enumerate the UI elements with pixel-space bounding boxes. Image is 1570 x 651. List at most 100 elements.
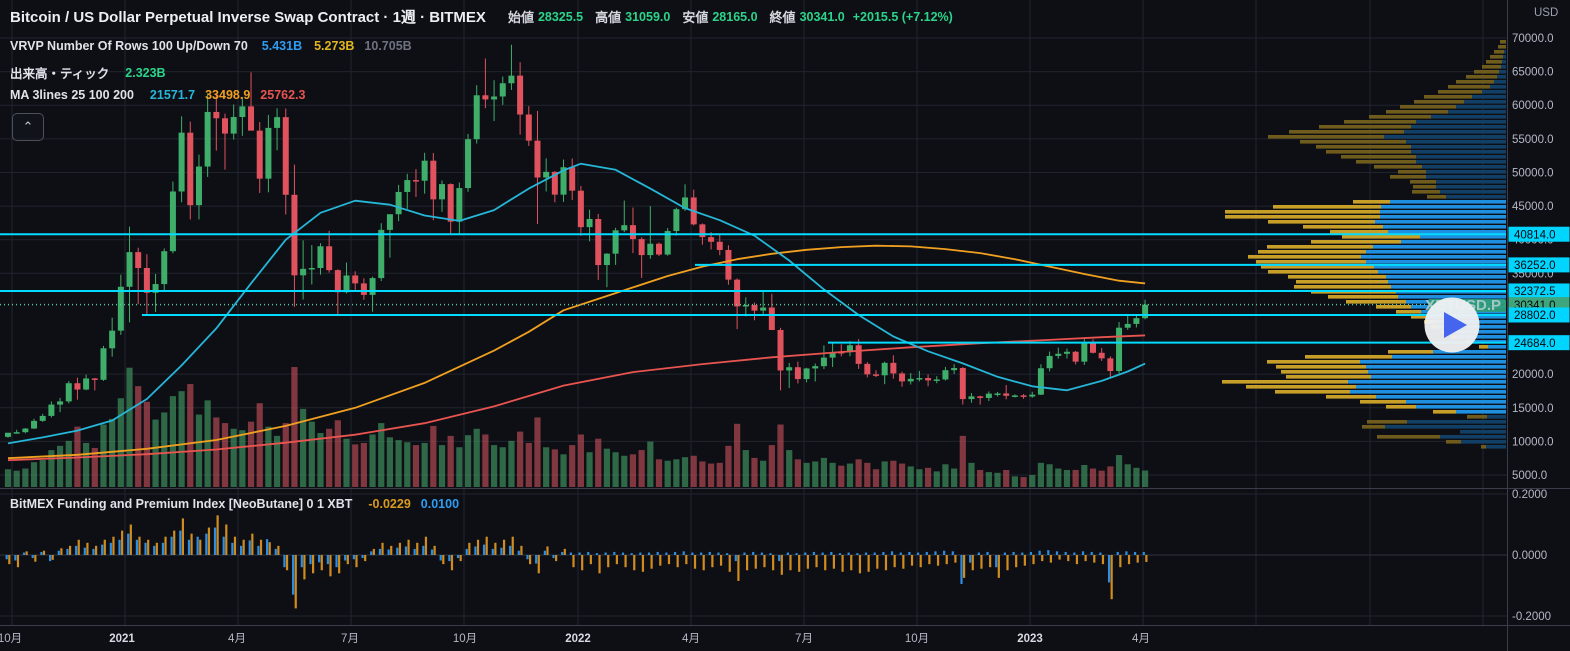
funding-bar [147, 539, 150, 555]
funding-bar [876, 555, 879, 569]
candle [13, 432, 20, 434]
funding-bar [1067, 555, 1070, 562]
funding-bar [717, 552, 720, 555]
volume-bar [204, 400, 211, 487]
funding-bar [468, 542, 471, 555]
candle [491, 96, 498, 100]
candle [595, 218, 602, 266]
candle [985, 393, 992, 398]
volume-bar [760, 460, 767, 487]
funding-bar [902, 555, 905, 569]
funding-bar [266, 539, 269, 555]
funding-bar [754, 555, 757, 569]
funding-bar [456, 555, 460, 559]
price-tick-label: 50000.0 [1512, 167, 1554, 179]
funding-bar [326, 555, 329, 565]
candle [100, 348, 107, 380]
candle [820, 357, 827, 367]
funding-bar [422, 545, 425, 555]
funding-bar [68, 545, 72, 555]
candle [543, 171, 550, 178]
volume-bar [560, 454, 567, 487]
funding-histogram[interactable] [0, 515, 1507, 609]
volume-bar [438, 445, 446, 487]
volume-bar [1141, 470, 1149, 487]
candlestick-series[interactable] [5, 44, 1149, 438]
candle [1098, 352, 1105, 359]
funding-bar [127, 533, 130, 555]
funding-bar [49, 555, 52, 562]
funding-bar [101, 544, 104, 555]
candle [91, 378, 98, 380]
funding-bar [424, 536, 428, 555]
price-axis[interactable]: 70000.0 65000.0 60000.0 55000.0 50000.0 45000… [1508, 33, 1570, 623]
funding-bar [893, 555, 896, 568]
candle [5, 432, 11, 437]
candle [933, 379, 940, 381]
funding-bar [259, 539, 263, 555]
volume-bar [664, 460, 671, 487]
funding-bar [66, 548, 69, 555]
volume-bar [985, 472, 992, 487]
candle [855, 345, 862, 364]
collapse-legend-button[interactable]: ⌃ [12, 113, 44, 141]
price-chip-label: 36252.0 [1514, 260, 1556, 272]
time-tick-label: 7月 [341, 633, 359, 645]
candle [994, 393, 1001, 395]
volume-bar [109, 418, 116, 487]
candle [152, 284, 159, 293]
volume-bar [907, 466, 914, 487]
volume-bar [846, 463, 854, 487]
funding-bar [511, 536, 514, 555]
volume-bar [291, 367, 298, 487]
funding-bar [858, 555, 862, 574]
volume-bar [933, 471, 940, 487]
play-button[interactable] [1424, 297, 1480, 353]
funding-bar [769, 553, 772, 555]
funding-bar [659, 555, 662, 566]
candle [135, 252, 142, 268]
candle [204, 111, 211, 167]
candle [430, 160, 437, 200]
volume-bar [881, 461, 888, 487]
funding-bar [474, 546, 477, 555]
funding-bar [1101, 555, 1105, 565]
volume-bar [1020, 477, 1027, 487]
candle [1107, 358, 1114, 371]
funding-bar [398, 542, 401, 555]
funding-bar [1023, 555, 1026, 566]
funding-bar [407, 539, 410, 555]
funding-bar [103, 539, 106, 555]
volume-bar [230, 428, 237, 487]
funding-bar [673, 551, 677, 555]
funding-bar [118, 539, 121, 555]
time-tick-label: 10月 [905, 633, 929, 645]
funding-bar [92, 548, 95, 555]
volume-bar [143, 401, 150, 487]
candle [31, 420, 38, 429]
price-chip [1508, 226, 1570, 242]
volume-bar [1098, 470, 1105, 487]
funding-bar [656, 551, 659, 555]
funding-bar [934, 551, 937, 555]
candle [951, 368, 958, 371]
candle [439, 184, 445, 200]
volume-bar [473, 428, 480, 487]
volume-bar [1124, 464, 1131, 487]
candle [1081, 343, 1088, 362]
volume-bar [612, 452, 619, 487]
time-axis[interactable]: 10月 2021 4月 7月 10月 2022 4月 7月 10月 2023 4月 [0, 633, 1150, 645]
funding-bar [633, 555, 636, 571]
funding-bar [589, 555, 592, 565]
price-chip-label: 32372.5 [1514, 286, 1556, 298]
funding-bar [233, 536, 237, 555]
funding-bar [772, 555, 775, 571]
volume-bar [30, 462, 38, 487]
volume-bar [742, 450, 749, 487]
funding-bar [917, 552, 920, 555]
price-level-lines[interactable] [0, 233, 1506, 344]
volume-bar [517, 431, 524, 487]
funding-bar [647, 552, 651, 555]
volume-bar [829, 462, 836, 487]
candle [942, 370, 949, 380]
